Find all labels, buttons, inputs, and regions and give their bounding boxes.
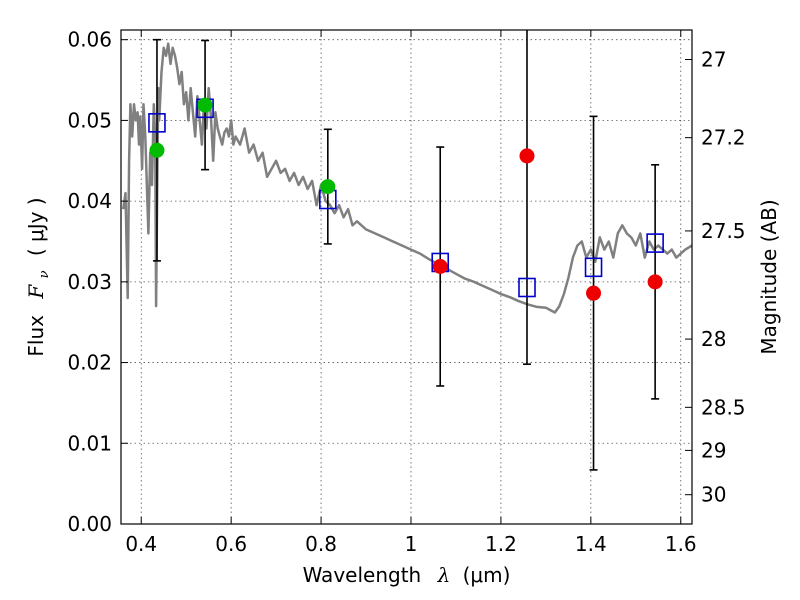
y-tick-label: 0.05 bbox=[67, 108, 112, 132]
photometry-point-series bbox=[149, 97, 663, 301]
spectrum-line bbox=[121, 42, 692, 314]
x-tick-label: 0.6 bbox=[215, 532, 247, 556]
y2-tick-label: 28.5 bbox=[701, 395, 746, 419]
x-tick-label: 1 bbox=[405, 532, 418, 556]
detection-point bbox=[197, 97, 213, 113]
y-tick-label: 0.01 bbox=[67, 431, 112, 455]
y-tick-label: 0.02 bbox=[67, 351, 112, 375]
y-tick-label: 0.04 bbox=[67, 189, 112, 213]
x-tick-label: 0.4 bbox=[125, 532, 157, 556]
detection-point bbox=[149, 142, 165, 158]
x-tick-label: 0.8 bbox=[305, 532, 337, 556]
detection-point bbox=[320, 179, 336, 195]
plot-frame bbox=[120, 29, 693, 525]
y-tick-label: 0.03 bbox=[67, 270, 112, 294]
model-point bbox=[148, 113, 166, 133]
x-tick-label: 1.6 bbox=[665, 532, 697, 556]
nondetection-point bbox=[432, 259, 448, 275]
y2-tick-label: 27 bbox=[701, 48, 726, 72]
model-point bbox=[646, 233, 664, 253]
y-axis-label: Flux F ν ( μJy ) bbox=[24, 197, 53, 356]
nondetection-point bbox=[519, 148, 535, 164]
axis-ticks: 0.4 0.6 0.8 1 1.2 1.4 1.6 0.00 0.01 0.02 0.03 0.04 0… bbox=[67, 28, 745, 556]
y2-axis-label: Magnitude (AB) bbox=[757, 199, 781, 354]
model-point bbox=[584, 257, 603, 278]
nondetection-point bbox=[647, 274, 663, 290]
y2-tick-label: 28 bbox=[701, 327, 726, 351]
y2-tick-label: 27.5 bbox=[701, 219, 746, 243]
model-point bbox=[518, 277, 536, 298]
y2-tick-label: 29 bbox=[701, 438, 726, 462]
x-tick-label: 1.4 bbox=[575, 532, 607, 556]
nondetection-point bbox=[586, 285, 602, 301]
y2-tick-label: 30 bbox=[701, 483, 726, 507]
x-axis-label: Wavelength λ (μm) bbox=[303, 563, 511, 587]
spectrum-series bbox=[121, 42, 692, 314]
y-tick-label: 0.06 bbox=[67, 28, 112, 52]
errorbar-series bbox=[152, 30, 660, 471]
y-tick-label: 0.00 bbox=[67, 512, 112, 536]
x-tick-label: 1.2 bbox=[485, 532, 517, 556]
y2-tick-label: 27.2 bbox=[701, 126, 746, 150]
